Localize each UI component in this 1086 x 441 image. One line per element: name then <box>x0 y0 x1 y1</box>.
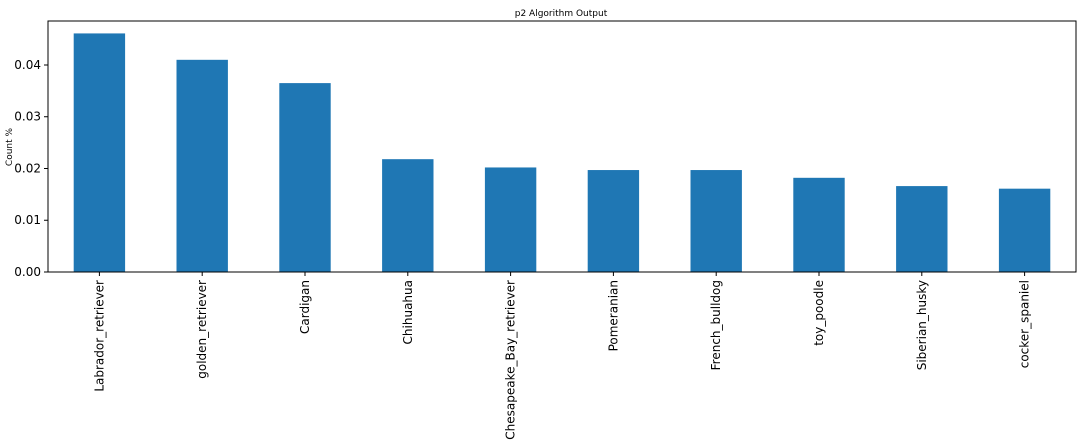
x-tick-label: Pomeranian <box>606 280 620 351</box>
y-tick-label: 0.03 <box>14 110 41 124</box>
y-tick-label: 0.01 <box>14 213 41 227</box>
bars-group <box>73 33 1051 273</box>
x-axis-ticks: Labrador_retriever golden_retriever Cardig… <box>92 272 1032 440</box>
x-tick-label: French_bulldog <box>709 280 723 370</box>
x-tick-label: Cardigan <box>298 280 312 334</box>
bar-pomeranian <box>587 170 640 272</box>
x-tick-label: golden_retriever <box>195 280 209 379</box>
chart-title: p2 Algorithm Output <box>515 9 608 19</box>
bar-golden-retriever <box>176 59 228 272</box>
y-axis-label: Count % <box>5 127 15 166</box>
bar-toy-poodle <box>793 177 845 272</box>
bar-siberian-husky <box>896 186 948 272</box>
x-tick-label: Chihuahua <box>401 280 415 344</box>
bar-chihuahua <box>382 159 434 272</box>
x-tick-label: Siberian_husky <box>915 280 929 370</box>
bar-french-bulldog <box>690 170 742 272</box>
x-tick-label: cocker_spaniel <box>1018 280 1032 368</box>
y-axis-ticks: 0.00 0.01 0.02 0.03 0.04 <box>14 58 48 279</box>
x-tick-label: Chesapeake_Bay_retriever <box>504 280 518 440</box>
y-tick-label: 0.02 <box>14 161 41 175</box>
bar-cardigan <box>279 83 331 273</box>
x-tick-label: toy_poodle <box>812 280 826 346</box>
bar-labrador-retriever <box>73 33 126 272</box>
x-tick-label: Labrador_retriever <box>92 280 106 392</box>
y-tick-label: 0.00 <box>14 265 41 279</box>
plot-frame <box>47 20 1077 273</box>
bar-cocker-spaniel <box>998 188 1051 272</box>
y-tick-label: 0.04 <box>14 58 41 72</box>
bar-chesapeake-bay-retriever <box>484 167 537 272</box>
